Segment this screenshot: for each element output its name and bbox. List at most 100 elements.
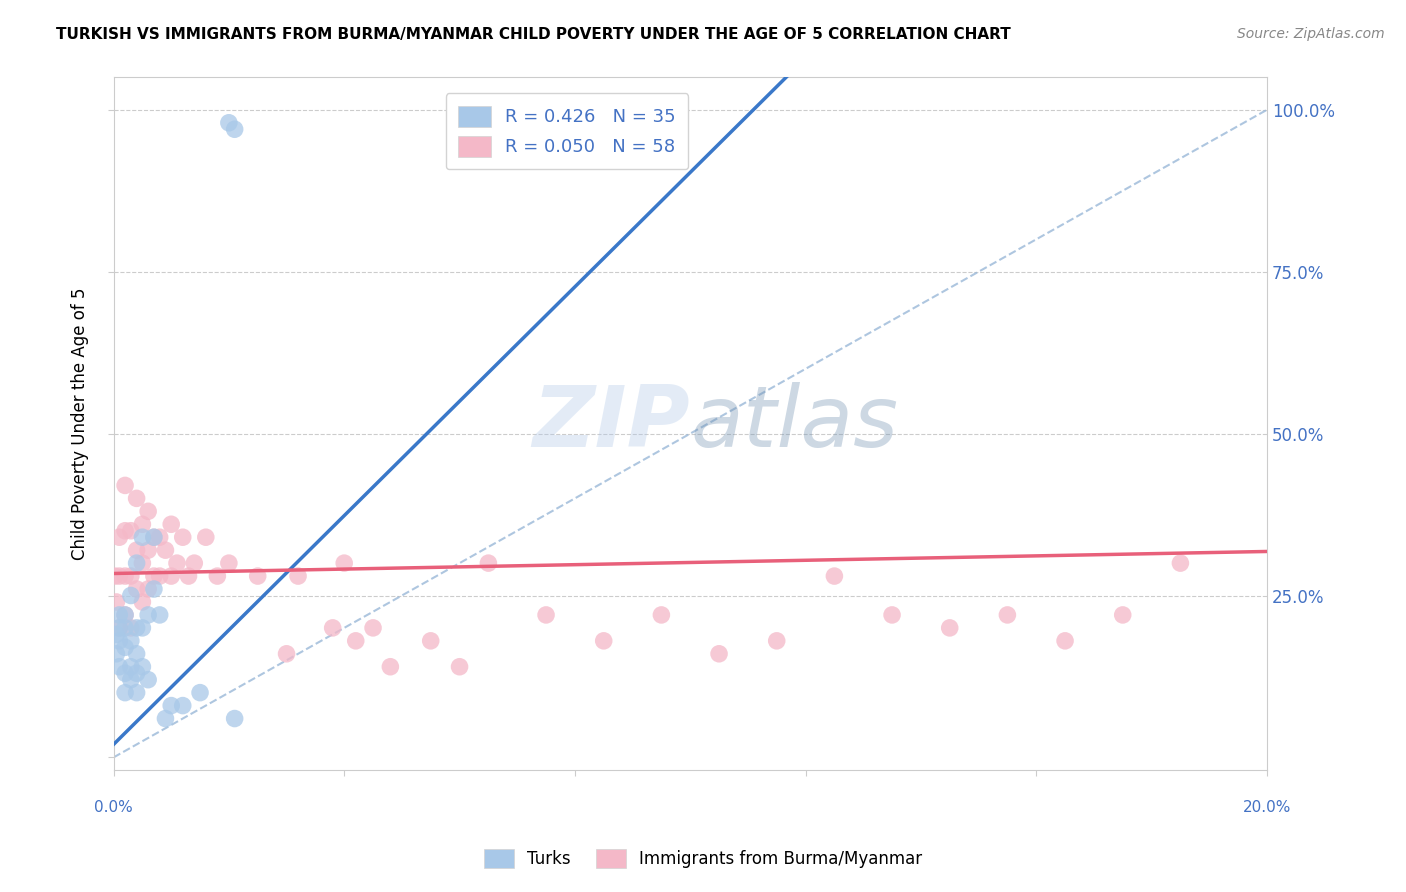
Point: [142, 582, 165, 596]
Point: [120, 524, 142, 538]
Point: [224, 712, 246, 726]
Point: [246, 569, 269, 583]
Point: [592, 633, 614, 648]
Point: [114, 607, 136, 622]
Y-axis label: Child Poverty Under the Age of 5: Child Poverty Under the Age of 5: [72, 287, 89, 560]
Point: [125, 491, 148, 506]
Point: [155, 543, 177, 558]
Point: [177, 569, 200, 583]
Point: [105, 647, 128, 661]
Point: [120, 659, 142, 673]
Point: [276, 647, 298, 661]
Point: [114, 478, 136, 492]
Point: [114, 686, 136, 700]
Point: [105, 595, 128, 609]
Point: [361, 621, 384, 635]
Point: [449, 659, 471, 673]
Point: [142, 530, 165, 544]
Point: [120, 673, 142, 687]
Point: [995, 607, 1018, 622]
Legend: Turks, Immigrants from Burma/Myanmar: Turks, Immigrants from Burma/Myanmar: [477, 842, 929, 875]
Point: [125, 621, 148, 635]
Point: [160, 517, 183, 532]
Point: [105, 627, 128, 641]
Point: [108, 607, 131, 622]
Point: [218, 556, 240, 570]
Point: [136, 607, 159, 622]
Point: [172, 530, 194, 544]
Point: [136, 543, 159, 558]
Point: [136, 582, 159, 596]
Point: [322, 621, 344, 635]
Point: [108, 633, 131, 648]
Point: [166, 556, 188, 570]
Point: [194, 530, 217, 544]
Point: [131, 517, 153, 532]
Point: [120, 589, 142, 603]
Point: [207, 569, 229, 583]
Point: [224, 122, 246, 136]
Point: [131, 530, 153, 544]
Text: Source: ZipAtlas.com: Source: ZipAtlas.com: [1237, 27, 1385, 41]
Point: [149, 607, 172, 622]
Point: [650, 607, 672, 622]
Point: [108, 569, 131, 583]
Point: [160, 569, 183, 583]
Point: [114, 524, 136, 538]
Point: [125, 686, 148, 700]
Point: [104, 569, 127, 583]
Point: [142, 530, 165, 544]
Point: [1054, 633, 1077, 648]
Text: ZIP: ZIP: [533, 383, 690, 466]
Point: [108, 621, 131, 635]
Point: [108, 659, 131, 673]
Point: [534, 607, 557, 622]
Point: [155, 712, 177, 726]
Point: [108, 621, 131, 635]
Point: [477, 556, 499, 570]
Point: [419, 633, 441, 648]
Point: [114, 640, 136, 655]
Point: [287, 569, 309, 583]
Point: [125, 556, 148, 570]
Text: atlas: atlas: [690, 383, 898, 466]
Point: [823, 569, 845, 583]
Point: [880, 607, 903, 622]
Point: [707, 647, 730, 661]
Point: [131, 556, 153, 570]
Point: [131, 621, 153, 635]
Text: 20.0%: 20.0%: [1243, 800, 1291, 815]
Point: [938, 621, 960, 635]
Point: [125, 666, 148, 681]
Point: [114, 569, 136, 583]
Text: 0.0%: 0.0%: [94, 800, 134, 815]
Point: [125, 543, 148, 558]
Point: [183, 556, 205, 570]
Point: [120, 621, 142, 635]
Point: [142, 569, 165, 583]
Point: [160, 698, 183, 713]
Point: [114, 607, 136, 622]
Point: [172, 698, 194, 713]
Point: [380, 659, 402, 673]
Point: [1112, 607, 1135, 622]
Legend: R = 0.426   N = 35, R = 0.050   N = 58: R = 0.426 N = 35, R = 0.050 N = 58: [446, 94, 689, 169]
Point: [136, 504, 159, 518]
Text: TURKISH VS IMMIGRANTS FROM BURMA/MYANMAR CHILD POVERTY UNDER THE AGE OF 5 CORREL: TURKISH VS IMMIGRANTS FROM BURMA/MYANMAR…: [56, 27, 1011, 42]
Point: [114, 666, 136, 681]
Point: [136, 673, 159, 687]
Point: [149, 530, 172, 544]
Point: [114, 621, 136, 635]
Point: [188, 686, 211, 700]
Point: [108, 530, 131, 544]
Point: [125, 582, 148, 596]
Point: [131, 659, 153, 673]
Point: [344, 633, 367, 648]
Point: [149, 569, 172, 583]
Point: [131, 595, 153, 609]
Point: [125, 647, 148, 661]
Point: [333, 556, 356, 570]
Point: [120, 633, 142, 648]
Point: [765, 633, 787, 648]
Point: [120, 569, 142, 583]
